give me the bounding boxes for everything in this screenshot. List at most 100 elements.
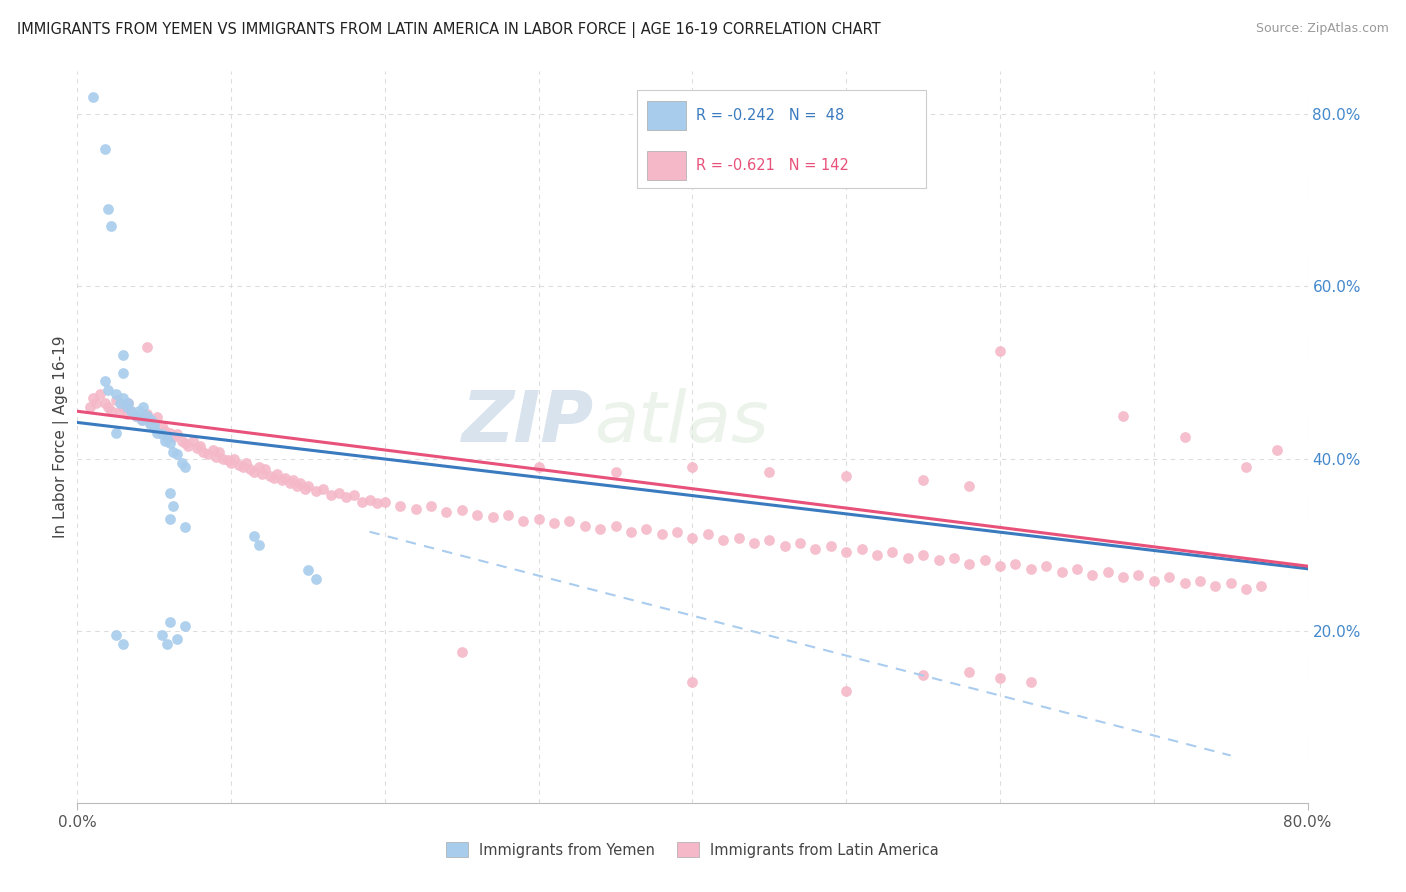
Point	[773, 540, 796, 554]
Point	[239, 462, 262, 476]
Point	[110, 404, 132, 418]
Point	[882, 544, 904, 558]
Point	[100, 404, 122, 418]
Text: atlas: atlas	[595, 388, 769, 457]
Point	[742, 536, 765, 550]
Point	[727, 531, 749, 545]
Point	[274, 470, 297, 484]
Point	[835, 468, 858, 483]
Text: IMMIGRANTS FROM YEMEN VS IMMIGRANTS FROM LATIN AMERICA IN LABOR FORCE | AGE 16-1: IMMIGRANTS FROM YEMEN VS IMMIGRANTS FROM…	[17, 22, 880, 38]
Point	[150, 418, 173, 433]
Point	[155, 430, 177, 444]
Bar	[647, 101, 686, 130]
Point	[263, 470, 285, 484]
Point	[97, 202, 120, 216]
Text: ZIP: ZIP	[461, 388, 595, 457]
Point	[389, 499, 412, 513]
Point	[527, 460, 550, 475]
Point	[232, 460, 254, 475]
Point	[243, 465, 266, 479]
Point	[193, 444, 215, 458]
Point	[159, 436, 181, 450]
Point	[97, 400, 120, 414]
Point	[243, 529, 266, 543]
Point	[115, 407, 138, 421]
Point	[117, 395, 139, 409]
Point	[912, 668, 935, 682]
Point	[120, 404, 142, 418]
Text: Source: ZipAtlas.com: Source: ZipAtlas.com	[1256, 22, 1389, 36]
Point	[651, 527, 673, 541]
Point	[128, 404, 150, 418]
Point	[758, 533, 780, 548]
Point	[224, 451, 246, 466]
Point	[820, 540, 842, 554]
Point	[696, 527, 718, 541]
Point	[84, 395, 107, 409]
Point	[328, 486, 350, 500]
Point	[112, 348, 135, 362]
Point	[350, 494, 373, 508]
Point	[247, 460, 270, 475]
Point	[82, 392, 104, 406]
Point	[138, 417, 160, 432]
Point	[208, 444, 231, 458]
Point	[219, 456, 242, 470]
Point	[450, 645, 472, 659]
Point	[988, 559, 1011, 574]
Point	[159, 615, 181, 629]
Point	[217, 453, 239, 467]
Point	[1128, 567, 1150, 582]
Point	[181, 434, 204, 449]
Point	[94, 142, 117, 156]
Point	[1188, 574, 1211, 588]
Point	[789, 536, 811, 550]
Point	[143, 417, 166, 432]
Point	[1204, 579, 1226, 593]
Point	[228, 458, 250, 473]
Point	[89, 387, 111, 401]
Point	[162, 499, 184, 513]
Point	[104, 387, 127, 401]
Point	[319, 488, 342, 502]
Point	[496, 508, 519, 522]
Y-axis label: In Labor Force | Age 16-19: In Labor Force | Age 16-19	[53, 335, 69, 539]
Point	[1143, 574, 1166, 588]
Point	[758, 465, 780, 479]
Point	[297, 564, 319, 578]
Point	[104, 393, 127, 408]
Point	[1097, 565, 1119, 579]
Point	[166, 447, 188, 461]
Point	[146, 425, 169, 440]
Point	[115, 400, 138, 414]
Point	[297, 479, 319, 493]
Point	[266, 467, 288, 481]
Point	[1112, 570, 1135, 584]
Point	[835, 684, 858, 698]
Point	[188, 439, 212, 453]
Point	[620, 524, 643, 539]
Point	[589, 522, 612, 536]
Point	[305, 484, 328, 499]
Point	[153, 434, 176, 449]
Point	[574, 518, 596, 533]
Point	[1004, 557, 1026, 571]
Point	[988, 671, 1011, 685]
Point	[636, 522, 658, 536]
Point	[1219, 576, 1241, 591]
Point	[135, 340, 157, 354]
Point	[851, 541, 873, 556]
Point	[138, 416, 160, 430]
Point	[125, 409, 148, 423]
Point	[866, 548, 889, 562]
Point	[150, 427, 173, 442]
Point	[1112, 409, 1135, 423]
Point	[247, 538, 270, 552]
Point	[204, 450, 226, 464]
Point	[366, 496, 388, 510]
FancyBboxPatch shape	[637, 90, 927, 188]
Point	[1081, 567, 1104, 582]
Point	[170, 456, 193, 470]
Point	[79, 400, 101, 414]
Point	[166, 632, 188, 647]
